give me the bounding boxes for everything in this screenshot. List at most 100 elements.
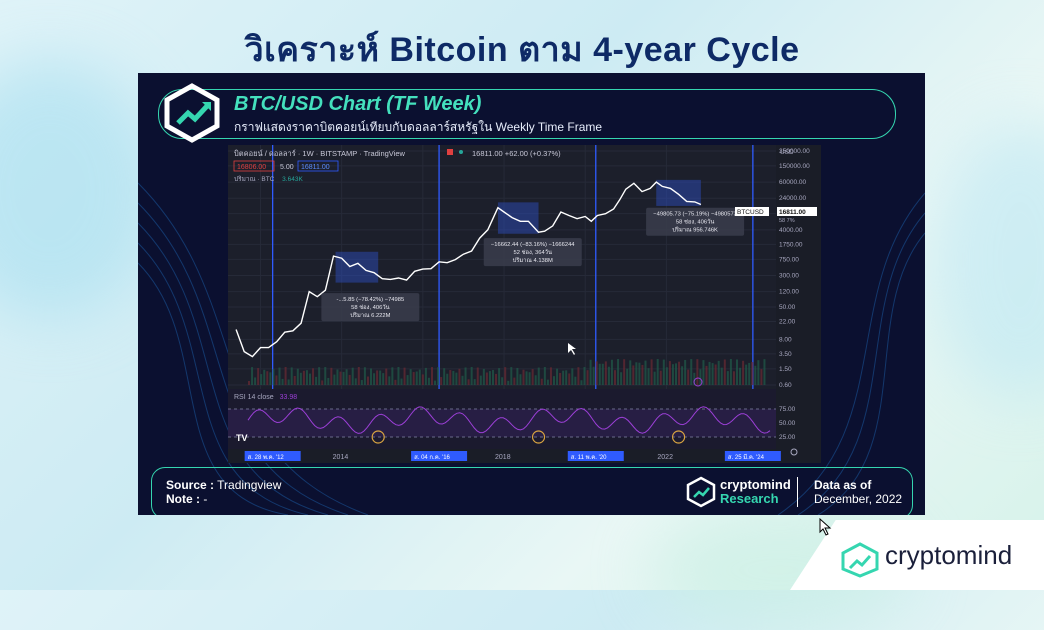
volume-bar	[607, 366, 610, 385]
rsi-bottom-marker-icon	[371, 430, 385, 444]
cycle-date-tag	[724, 451, 781, 461]
volume-bar	[513, 377, 516, 385]
volume-bar	[296, 368, 299, 385]
volume-bar	[363, 367, 366, 385]
y-tick-label: 24000.00	[779, 195, 806, 202]
volume-bar	[635, 362, 638, 385]
volume-bar	[748, 362, 751, 385]
market-open-dot-icon	[459, 150, 463, 154]
volume-bar	[449, 370, 452, 385]
volume-bar	[485, 372, 488, 385]
volume-bar	[309, 373, 311, 385]
data-as-of-value: December, 2022	[814, 492, 903, 506]
alert-marker-icon[interactable]	[693, 377, 703, 387]
volume-bar	[409, 369, 412, 385]
volume-bar	[260, 374, 263, 385]
volume-bar	[275, 375, 278, 385]
volume-bar	[366, 376, 369, 385]
drawdown-box	[497, 202, 539, 234]
volume-bar	[333, 374, 336, 385]
volume-bar	[638, 362, 641, 385]
volume-bar	[702, 360, 705, 385]
btc-price-line	[235, 181, 702, 358]
volume-bar	[446, 373, 449, 385]
cycle-date-label: ส. 28 พ.ค. '12	[248, 454, 285, 461]
volume-bar	[589, 359, 592, 385]
annotation-line: ปริมาณ 6.222M	[350, 312, 390, 319]
page-title: วิเคราะห์ Bitcoin ตาม 4-year Cycle	[244, 31, 800, 69]
volume-bar	[610, 359, 613, 385]
background-waves	[138, 182, 925, 515]
rsi-tick-label: 50.00	[779, 420, 796, 427]
cycle-date-label: ส. 25 มี.ค. '24	[728, 453, 765, 461]
volume-bar	[653, 371, 656, 385]
volume-bar	[522, 369, 525, 385]
volume-bar	[598, 363, 601, 385]
y-tick-label: 300.00	[779, 272, 799, 279]
mouse-cursor-icon	[568, 343, 576, 355]
volume-bar	[391, 367, 394, 385]
volume-bar	[519, 374, 522, 385]
note-value: -	[203, 492, 208, 506]
y-tick-label: 22.00	[779, 319, 796, 326]
volume-bar	[583, 367, 586, 385]
x-tick-label: 2022	[657, 454, 673, 461]
cycle-date-label: ส. 04 ก.ค. '16	[414, 454, 450, 461]
volume-bar	[327, 377, 330, 385]
annotation-line: ปริมาณ 4.138M	[513, 257, 553, 264]
volume-bar	[553, 376, 555, 385]
volume-bar	[452, 370, 455, 385]
volume-bar	[620, 372, 623, 385]
volume-bar	[647, 368, 650, 385]
svg-text:ปริมาณ · BTC 3.643K: ปริมาณ · BTC 3.643K	[234, 175, 303, 183]
rsi-tick-label: 75.00	[779, 406, 796, 413]
corner-brand-badge	[790, 520, 1044, 590]
volume-bar	[732, 371, 735, 385]
volume-bar	[632, 365, 635, 385]
volume-bar	[644, 360, 647, 385]
volume-bar	[546, 379, 549, 385]
volume-bar	[427, 377, 430, 385]
volume-bar	[675, 363, 677, 385]
cycle-date-tag	[567, 451, 624, 461]
volume-bar	[586, 370, 589, 385]
rsi-value: 33.98	[280, 394, 298, 401]
volume-bar	[479, 375, 482, 385]
volume-bar	[736, 359, 738, 385]
volume-bar	[434, 380, 437, 385]
volume-bar	[440, 377, 443, 385]
volume-bar	[626, 368, 629, 385]
volume-bar	[641, 364, 644, 385]
ask-price[interactable]: 16811.00	[301, 164, 330, 171]
corner-hex-logo-icon	[841, 542, 879, 578]
volume-bar	[726, 371, 729, 385]
volume-bar	[376, 370, 379, 385]
chart-settings-icon[interactable]	[790, 448, 798, 456]
volume-bar	[272, 368, 275, 385]
header-frame	[158, 89, 896, 139]
volume-bar	[492, 369, 494, 385]
bid-price[interactable]: 16806.00	[237, 164, 266, 171]
volume-bar	[763, 359, 766, 385]
current-price-symbol: BTCUSD	[737, 209, 764, 216]
volume-bar	[525, 371, 528, 385]
volume-bar	[656, 359, 659, 385]
source-value: Tradingview	[217, 478, 282, 492]
volume-bar	[604, 361, 607, 385]
volume-bar	[412, 372, 415, 385]
volume-bar	[516, 367, 519, 385]
volume-bar	[437, 367, 440, 385]
volume-bar	[482, 368, 485, 385]
volume-bar	[360, 380, 363, 385]
volume-bar	[354, 378, 357, 385]
volume-bar	[284, 367, 287, 385]
volume-bar	[336, 369, 339, 385]
volume-bar	[373, 373, 376, 385]
volume-bar	[592, 366, 595, 385]
chart-symbol: บิตคอยน์ / ดอลลาร์ · 1W · BITSTAMP · Tra…	[234, 149, 406, 158]
annotation-line: −16662.44 (−83.16%) −1666244	[491, 242, 575, 248]
volume-bar	[305, 370, 308, 385]
y-tick-label: 0.60	[779, 382, 792, 389]
volume-bar	[473, 379, 476, 385]
